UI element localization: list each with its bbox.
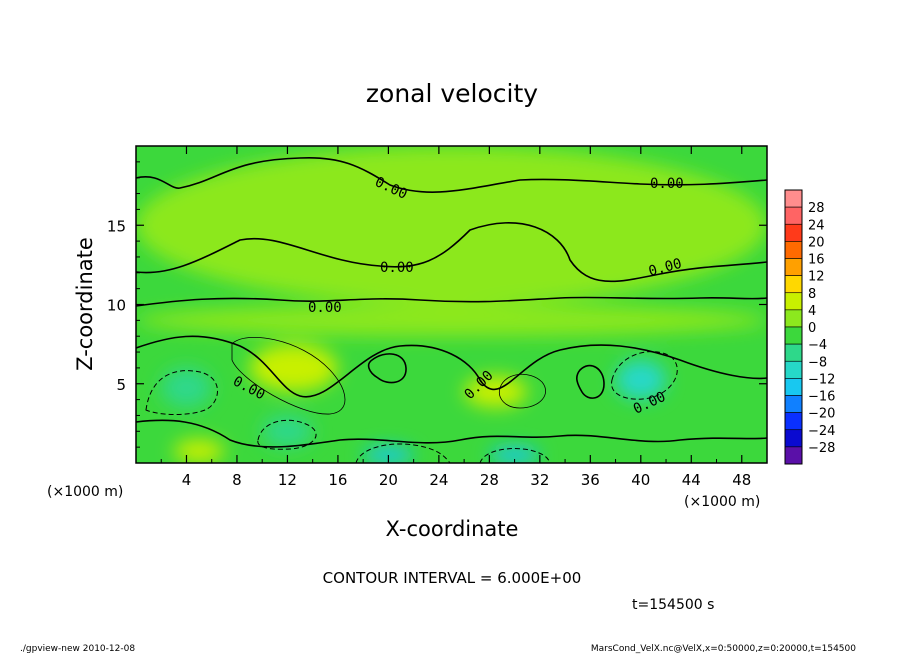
contour-label: 0.00 [650, 176, 684, 192]
field-region [161, 367, 212, 408]
x-tick-label: 24 [429, 471, 448, 489]
colorbar-bin [784, 326, 803, 345]
colorbar-bin [784, 429, 803, 448]
x-tick-label: 20 [379, 471, 398, 489]
x-tick-label: 32 [530, 471, 549, 489]
field-region [262, 415, 313, 448]
colorbar-level-label: 16 [808, 253, 825, 268]
x-axis: 4 8 12 16 20 24 28 32 36 40 44 48 [160, 146, 751, 489]
colorbar-bin [784, 189, 803, 208]
contour-line [136, 419, 767, 448]
x-tick-label: 16 [328, 471, 347, 489]
contour-line [367, 353, 407, 384]
colorbar-level-label: −16 [808, 390, 835, 405]
y-axis-label: Z-coordinate [73, 237, 97, 371]
colorbar-bin [784, 412, 803, 431]
colorbar-level-label: −28 [808, 441, 835, 456]
contour-line [136, 222, 767, 283]
colorbar-level-label: 28 [808, 201, 825, 216]
colorbar-level-label: 20 [808, 235, 825, 250]
colorbar-bin [784, 378, 803, 396]
footer-left: ./gpview-new 2010-12-08 [20, 644, 135, 654]
colorbar-bin [784, 258, 803, 276]
field-region [136, 146, 767, 305]
colorbar-bin [784, 292, 803, 311]
colorbar-bin [784, 275, 803, 294]
contour-line [611, 351, 678, 400]
x-tick-label: 44 [682, 471, 701, 489]
contour-lines-negative [145, 351, 678, 463]
contour-label: 0.00 [380, 260, 414, 276]
colorbar-bin [784, 223, 803, 242]
contour-line [136, 296, 767, 307]
contour-line [479, 448, 551, 463]
field-region [464, 375, 528, 408]
x-units-right: (×1000 m) [684, 494, 760, 510]
velocity-field [136, 146, 767, 463]
x-tick-label: 36 [581, 471, 600, 489]
contour-interval-note: CONTOUR INTERVAL = 6.000E+00 [323, 569, 582, 587]
colorbar: 28 24 20 16 12 8 4 0 −4 −8 −12 −16 −20 −24 −28 [784, 189, 835, 465]
field-regions [136, 146, 767, 463]
contour-line [498, 374, 546, 409]
colorbar-level-label: −4 [808, 338, 827, 353]
contour-label: 0.00 [308, 300, 342, 316]
x-tick-label: 40 [631, 471, 650, 489]
colorbar-bin [784, 360, 803, 379]
colorbar-bin [784, 395, 803, 413]
colorbar-level-label: 12 [808, 270, 825, 285]
contour-line [231, 337, 346, 415]
field-region [615, 359, 667, 400]
colorbar-bin [784, 309, 803, 328]
colorbar-bin [784, 241, 803, 259]
contour-line [136, 335, 767, 398]
colorbar-level-label: 0 [808, 321, 816, 336]
x-units-left: (×1000 m) [47, 484, 123, 500]
colorbar-level-label: −8 [808, 355, 827, 370]
colorbar-level-label: −20 [808, 407, 835, 422]
colorbar-level-label: 4 [808, 304, 816, 319]
x-axis-label: X-coordinate [386, 517, 519, 541]
colorbar-level-label: −24 [808, 424, 835, 439]
y-tick-label: 15 [107, 217, 126, 235]
field-region [489, 447, 540, 463]
contour-line [355, 443, 451, 463]
x-tick-label: 4 [182, 471, 192, 489]
field-region [136, 304, 767, 337]
colorbar-level-label: 8 [808, 287, 816, 302]
field-region [249, 344, 338, 392]
x-tick-label: 28 [480, 471, 499, 489]
colorbar-level-label: 24 [808, 218, 825, 233]
chart-title: zonal velocity [366, 79, 538, 108]
x-tick-label: 8 [232, 471, 242, 489]
colorbar-level-label: −12 [808, 372, 835, 387]
x-tick-label: 12 [278, 471, 297, 489]
y-tick-label: 5 [116, 376, 126, 394]
colorbar-bin [784, 446, 803, 465]
footer-right: MarsCond_VelX.nc@VelX,x=0:50000,z=0:2000… [591, 644, 856, 654]
colorbar-bin [784, 343, 803, 362]
contour-line [136, 156, 767, 193]
contour-lines-positive [231, 337, 546, 415]
contour-line [576, 364, 605, 399]
contour-line [145, 370, 218, 415]
contour-line [257, 419, 317, 450]
y-tick-label: 10 [107, 297, 126, 315]
contour-lines [136, 156, 767, 448]
y-axis: 5 10 15 [107, 161, 767, 448]
field-region [173, 439, 225, 463]
time-note: t=154500 s [632, 597, 714, 613]
x-tick-label: 48 [732, 471, 751, 489]
colorbar-frame [784, 189, 803, 465]
colorbar-bin [784, 206, 803, 225]
